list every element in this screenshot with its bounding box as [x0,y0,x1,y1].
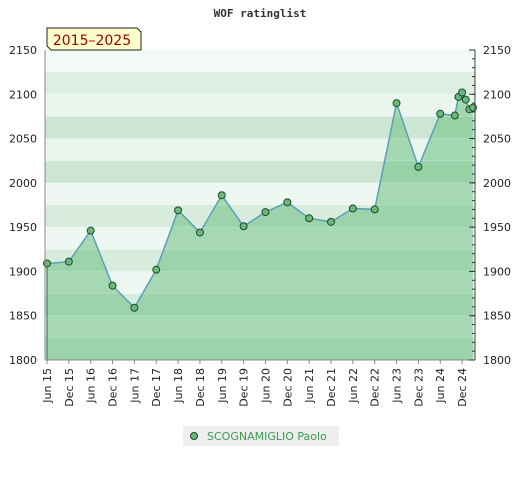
x-tick-label: Dec 17 [150,368,163,407]
data-point-dec-18 [195,228,204,237]
x-tick-label: Dec 23 [412,368,425,407]
x-tick-label: Jun 18 [172,368,185,404]
data-point-dec-20 [283,198,292,207]
background-band [45,182,475,205]
data-point-jun-23 [392,99,401,108]
background-band [45,50,475,73]
period-label: 2015–2025 [53,33,131,49]
data-point-dec-15 [64,257,73,266]
y-tick-label-left: 2100 [9,88,37,101]
x-tick-label: Jun 17 [128,368,141,404]
x-tick-label: Jun 23 [391,368,404,404]
data-point-dec-23 [414,162,423,171]
y-tick-label-left: 1800 [9,354,37,367]
background-band [45,94,475,117]
period-badge-box [46,27,142,51]
data-point-jun-20 [261,208,270,217]
x-ticks: Jun 15 Dec 15 Jun 16 Dec 16 Jun 17 Dec 17 Jun … [41,360,469,407]
y-ticks-left: 1800 1850 1900 1950 2000 2050 2100 2150 [9,44,37,367]
background-band [45,72,475,95]
x-tick-label: Jun 22 [347,368,360,404]
y-tick-label-right: 2100 [483,88,511,101]
axes [44,49,476,361]
data-point-jun-17 [130,303,139,312]
data-point-jun-16 [86,226,95,235]
y-tick-label-left: 1850 [9,310,37,323]
y-tick-label-left: 2150 [9,44,37,57]
x-tick-label: Dec 21 [325,368,338,407]
data-point-jun-18 [174,206,183,215]
y-tick-label-right: 2150 [483,44,511,57]
data-point-dec-19 [239,222,248,231]
y-tick-label-left: 1900 [9,265,37,278]
data-point-jun-19 [217,191,226,200]
background-band [45,160,475,183]
legend-box [183,426,339,446]
data-point-jun-22 [348,204,357,213]
legend-marker [190,432,198,440]
legend: SCOGNAMIGLIO Paolo [183,426,339,446]
data-point-dec-17 [152,265,161,274]
x-tick-label: Jun 24 [434,368,447,404]
data-point-dec-24 [458,88,467,97]
background-band [45,116,475,139]
y-tick-label-right: 2050 [483,133,511,146]
chart-title: WOF ratinglist [214,7,307,20]
data-point-dec-22 [370,205,379,214]
background-band [45,138,475,161]
y-tick-label-right: 2000 [483,177,511,190]
data-point-dec-16 [108,281,117,290]
data-point-jan-25 [461,95,470,104]
x-tick-label: Dec 24 [456,368,469,407]
y-tick-label-left: 2050 [9,133,37,146]
x-tick-label: Dec 19 [238,368,251,407]
x-tick-label: Dec 16 [107,368,120,407]
x-tick-label: Dec 15 [63,368,76,407]
legend-entry: SCOGNAMIGLIO Paolo [207,430,327,443]
data-point-oct-24 [450,111,459,120]
x-tick-label: Jun 20 [259,368,272,404]
x-tick-label: Jun 21 [303,368,316,404]
x-tick-label: Dec 22 [369,368,382,407]
y-tick-label-right: 1850 [483,310,511,323]
x-tick-label: Jun 19 [216,368,229,404]
y-tick-label-right: 1900 [483,265,511,278]
y-tick-label-right: 1800 [483,354,511,367]
y-ticks-right: 1800 1850 1900 1950 2000 2050 2100 2150 [483,44,511,367]
data-point-jun-24 [436,109,445,118]
area-fill-layer [45,71,475,360]
y-tick-label-left: 2000 [9,177,37,190]
x-tick-label: Jun 15 [41,368,54,404]
y-tick-label-right: 1950 [483,221,511,234]
series-area [47,92,473,360]
period-badge: 2015–2025 [46,27,142,51]
x-tick-label: Dec 20 [281,368,294,407]
data-point-dec-21 [327,217,335,226]
x-tick-label: Dec 18 [194,368,207,407]
marker-layer [43,88,477,312]
data-point-jun-21 [305,214,314,223]
y-tick-label-left: 1950 [9,221,37,234]
x-tick-label: Jun 16 [85,368,98,404]
